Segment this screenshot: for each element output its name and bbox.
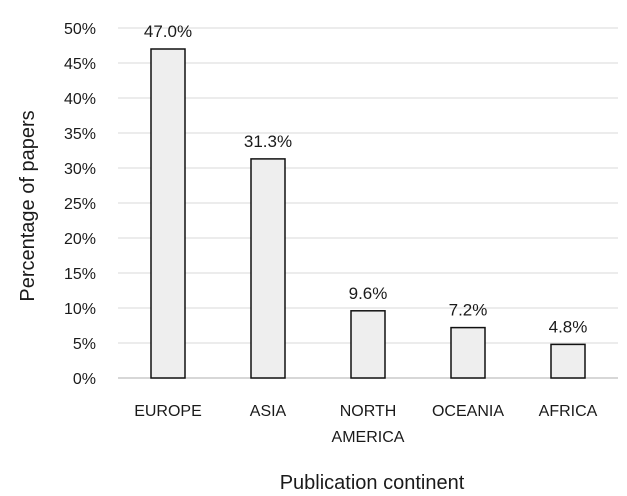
data-label: 4.8% [549, 317, 588, 336]
gridlines [118, 27, 618, 379]
y-axis-ticks: 0% 5% 10% 15% 20% 25% 30% 35% 40% 45% 50% [64, 21, 96, 388]
x-tick-label: EUROPE [134, 403, 202, 420]
y-tick-label: 10% [64, 301, 96, 318]
bar [550, 343, 586, 379]
y-tick-label: 0% [73, 371, 96, 388]
y-tick-label: 50% [64, 21, 96, 38]
y-tick-label: 30% [64, 161, 96, 178]
y-tick-label: 20% [64, 231, 96, 248]
bar [350, 310, 386, 379]
bar [450, 326, 486, 379]
data-label: 9.6% [349, 284, 388, 303]
x-tick-label: AFRICA [539, 403, 598, 420]
y-tick-label: 5% [73, 336, 96, 353]
y-tick-label: 35% [64, 126, 96, 143]
y-axis-title: Percentage of papers [17, 110, 39, 301]
y-tick-label: 45% [64, 56, 96, 73]
bars [150, 48, 586, 379]
data-label: 47.0% [144, 22, 192, 41]
x-tick-label: NORTH AMERICA [332, 403, 405, 446]
y-tick-label: 25% [64, 196, 96, 213]
x-axis-title: Publication continent [280, 472, 465, 494]
x-tick-label: OCEANIA [432, 403, 504, 420]
y-tick-label: 15% [64, 266, 96, 283]
y-tick-label: 40% [64, 91, 96, 108]
bar [150, 48, 186, 379]
x-tick-label: ASIA [250, 403, 287, 420]
data-label: 31.3% [244, 132, 292, 151]
data-label: 7.2% [449, 301, 488, 320]
x-axis-categories: EUROPE ASIA NORTH AMERICA OCEANIA AFRICA [134, 403, 597, 446]
bar [250, 158, 286, 379]
data-labels: 47.0% 31.3% 9.6% 7.2% 4.8% [144, 22, 587, 336]
